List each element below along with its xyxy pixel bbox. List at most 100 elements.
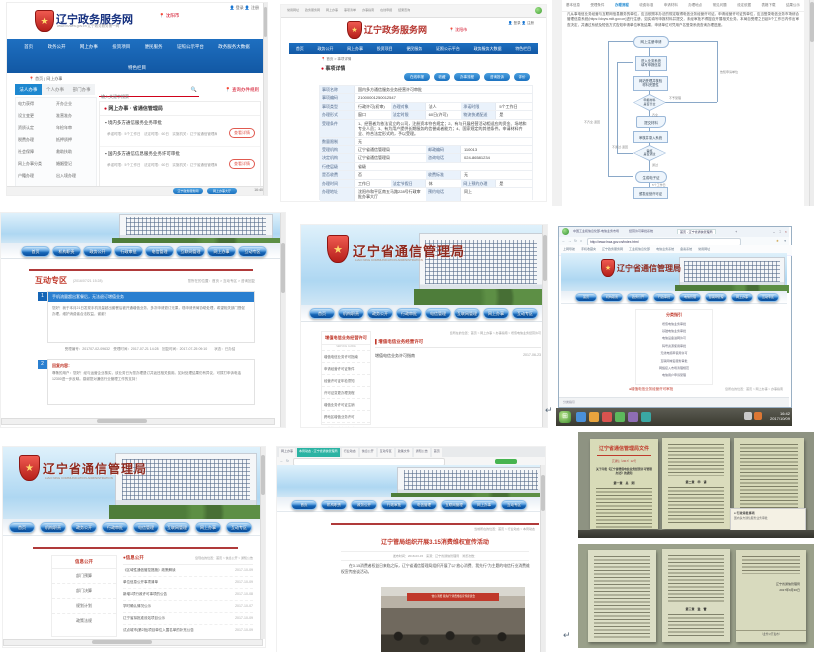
sidebar-link[interactable]: 规划计划	[52, 599, 116, 614]
list-item[interactable]: 增值电信业务许可指南 2017-06-23	[375, 353, 541, 359]
sidebar-link[interactable]: 许可证变更办理流程	[322, 387, 370, 399]
taskbar-icon[interactable]	[641, 412, 651, 422]
bookmark-item[interactable]: 在线申报	[380, 8, 393, 12]
sidebar-link[interactable]: 抵押质押	[56, 137, 72, 142]
tab[interactable]: 表格下载	[761, 3, 776, 7]
nav-item[interactable]: 证照公示平台	[435, 46, 460, 51]
nav-pill[interactable]: 机构职责	[338, 308, 364, 319]
browser-tab[interactable]: 网上办事	[279, 448, 296, 458]
nav-pill[interactable]: 机构职责	[52, 246, 81, 257]
nav-pill[interactable]: 行政审批	[102, 522, 128, 533]
rules-link[interactable]: 📍 查询办件规则	[225, 87, 259, 92]
action-button[interactable]: 收藏	[434, 73, 450, 81]
nav-item[interactable]: 便民服务	[406, 46, 423, 51]
browser-tab[interactable]: 通知公告	[413, 448, 430, 458]
browser-logo-icon[interactable]	[535, 7, 542, 14]
close-icon[interactable]: ×	[784, 229, 787, 234]
sidebar-link[interactable]: 部门决算	[52, 584, 116, 599]
bookmark-item[interactable]: 办事指南	[362, 8, 375, 12]
search-icon[interactable]: 🔍	[190, 87, 197, 93]
bookmark-item[interactable]: 辽宁政务服务网	[602, 246, 624, 251]
category-link[interactable]: 码号资源使用审批	[661, 343, 686, 348]
sidebar-link[interactable]: 资质认定	[18, 125, 34, 130]
nav-pill[interactable]: 电信管理	[411, 500, 437, 510]
nav-pill[interactable]: 互动专区	[226, 522, 252, 533]
list-item[interactable]: 单位信息公开事项清单 2017-10-09	[123, 577, 253, 589]
nav-pill[interactable]: 政务公开	[367, 308, 393, 319]
taskbar-icon[interactable]	[628, 412, 638, 422]
bookmark-item[interactable]: 网上办事	[326, 8, 339, 12]
start-button[interactable]: ⊞	[559, 411, 571, 423]
browser-tab[interactable]: 行业动态	[341, 448, 358, 458]
nav-item[interactable]: 政务公开	[317, 46, 334, 51]
nav-pill[interactable]: 首页	[291, 500, 317, 510]
nav-pill[interactable]: 网上办事	[731, 293, 753, 302]
sidebar-link[interactable]: 跨地区增值业务许可	[322, 411, 370, 423]
category-link[interactable]: 电信设备进网许可	[661, 336, 686, 341]
nav-pill[interactable]: 行政审批	[396, 308, 422, 319]
sidebar-link[interactable]: 婚姻登记	[56, 161, 72, 166]
refresh-icon[interactable]: ↻	[286, 458, 289, 463]
taskbar-window-button[interactable]: 辽宁政务服务网	[173, 188, 203, 194]
minimize-icon[interactable]: ‒	[772, 229, 775, 234]
sidebar-link[interactable]: 年检年审	[56, 125, 72, 130]
bookmark-item[interactable]: 工业和信息化部	[629, 246, 651, 251]
nav-pill[interactable]: 网上办事	[195, 522, 221, 533]
star-icon[interactable]: ★	[775, 238, 779, 243]
sidebar-link[interactable]: 设立变更	[18, 113, 34, 118]
menu-icon[interactable]: ▾	[784, 238, 786, 243]
nav-pill[interactable]: 电信管理	[133, 522, 159, 533]
list-item[interactable]: 《区域性通信管控措施》政策解读 2017-10-09	[123, 565, 253, 577]
tab-corporate[interactable]: 法人办事	[15, 84, 42, 95]
nav-pill[interactable]: 首页	[309, 308, 335, 319]
nav-pill[interactable]: 机构职责	[321, 500, 347, 510]
sidebar-link[interactable]: 政策法规	[76, 618, 92, 623]
nav-pill[interactable]: 首页	[575, 293, 597, 302]
bookmark-item[interactable]: 政务服务网	[305, 8, 321, 12]
back-icon[interactable]: ←	[280, 458, 284, 463]
tab[interactable]: 结果公示	[785, 3, 800, 7]
nav-pill[interactable]: 行政审批	[381, 500, 407, 510]
nav-pill[interactable]: 互动专区	[757, 293, 779, 302]
nav-pill[interactable]: 互联网管理	[454, 308, 480, 319]
nav-pill[interactable]: 互联网管理	[164, 522, 190, 533]
nav-item[interactable]: 网上办事	[347, 46, 364, 51]
bookmark-item[interactable]: 备案系统	[680, 246, 693, 251]
bookmark-item[interactable]: 事项清单	[344, 8, 357, 12]
nav-item[interactable]: 特色栏目	[128, 65, 146, 70]
scrollbar-horizontal[interactable]	[1, 418, 275, 425]
browser-tab-active[interactable]: 首页 - 辽宁省通信管理局	[677, 229, 716, 234]
sidebar-link[interactable]: 开办企业	[56, 101, 72, 106]
tray-icon[interactable]	[754, 412, 762, 420]
service-title[interactable]: ▪ 境内多方通信服务业务审批	[105, 120, 162, 125]
list-item[interactable]: 新增1项行政许可事项的公告 2017-10-08	[123, 589, 253, 601]
sidebar-link[interactable]: 增值业务许可证注销	[322, 399, 370, 411]
tab[interactable]: 常见问题	[712, 3, 727, 7]
bookmark-item[interactable]: 结果查询	[398, 8, 411, 12]
nav-item[interactable]: 投资项目	[112, 44, 131, 49]
browser-tab[interactable]: 信息公开	[359, 448, 376, 458]
bookmark-item[interactable]: 常用网址	[698, 246, 711, 251]
register-link[interactable]: 注册	[251, 5, 259, 10]
nav-pill[interactable]: 电信管理	[145, 246, 174, 257]
bookmark-item[interactable]: 常用网址	[287, 8, 300, 12]
location-switch[interactable]: 📍 沈阳市	[159, 13, 180, 18]
browser-tab[interactable]: 首页	[431, 448, 442, 458]
nav-pill[interactable]: 机构职责	[40, 522, 66, 533]
nav-item[interactable]: 政务服务大数据	[473, 46, 502, 51]
nav-item[interactable]: 证照公示平台	[176, 44, 204, 49]
nav-pill[interactable]: 政务公开	[71, 522, 97, 533]
nav-pill[interactable]: 网上办事	[471, 500, 497, 510]
sidebar-link[interactable]: 申请经营许可证条件	[322, 363, 370, 375]
tab[interactable]: 基本信息	[566, 3, 580, 7]
taskbar-window-button[interactable]: 网上办事大厅	[207, 188, 237, 194]
nav-pill[interactable]: 互联网管理	[705, 293, 727, 302]
register-link[interactable]: 注册	[527, 21, 534, 25]
scrollbar-vertical[interactable]	[542, 225, 547, 427]
nav-pill[interactable]: 首页	[21, 246, 50, 257]
nav-item[interactable]: 便民服务	[144, 44, 163, 49]
scrollbar-vertical[interactable]	[809, 0, 814, 206]
bookmark-item[interactable]: 电信业务系统	[656, 246, 675, 251]
nav-pill[interactable]: 互动专区	[238, 246, 267, 257]
nav-pill[interactable]: 政务公开	[627, 293, 649, 302]
